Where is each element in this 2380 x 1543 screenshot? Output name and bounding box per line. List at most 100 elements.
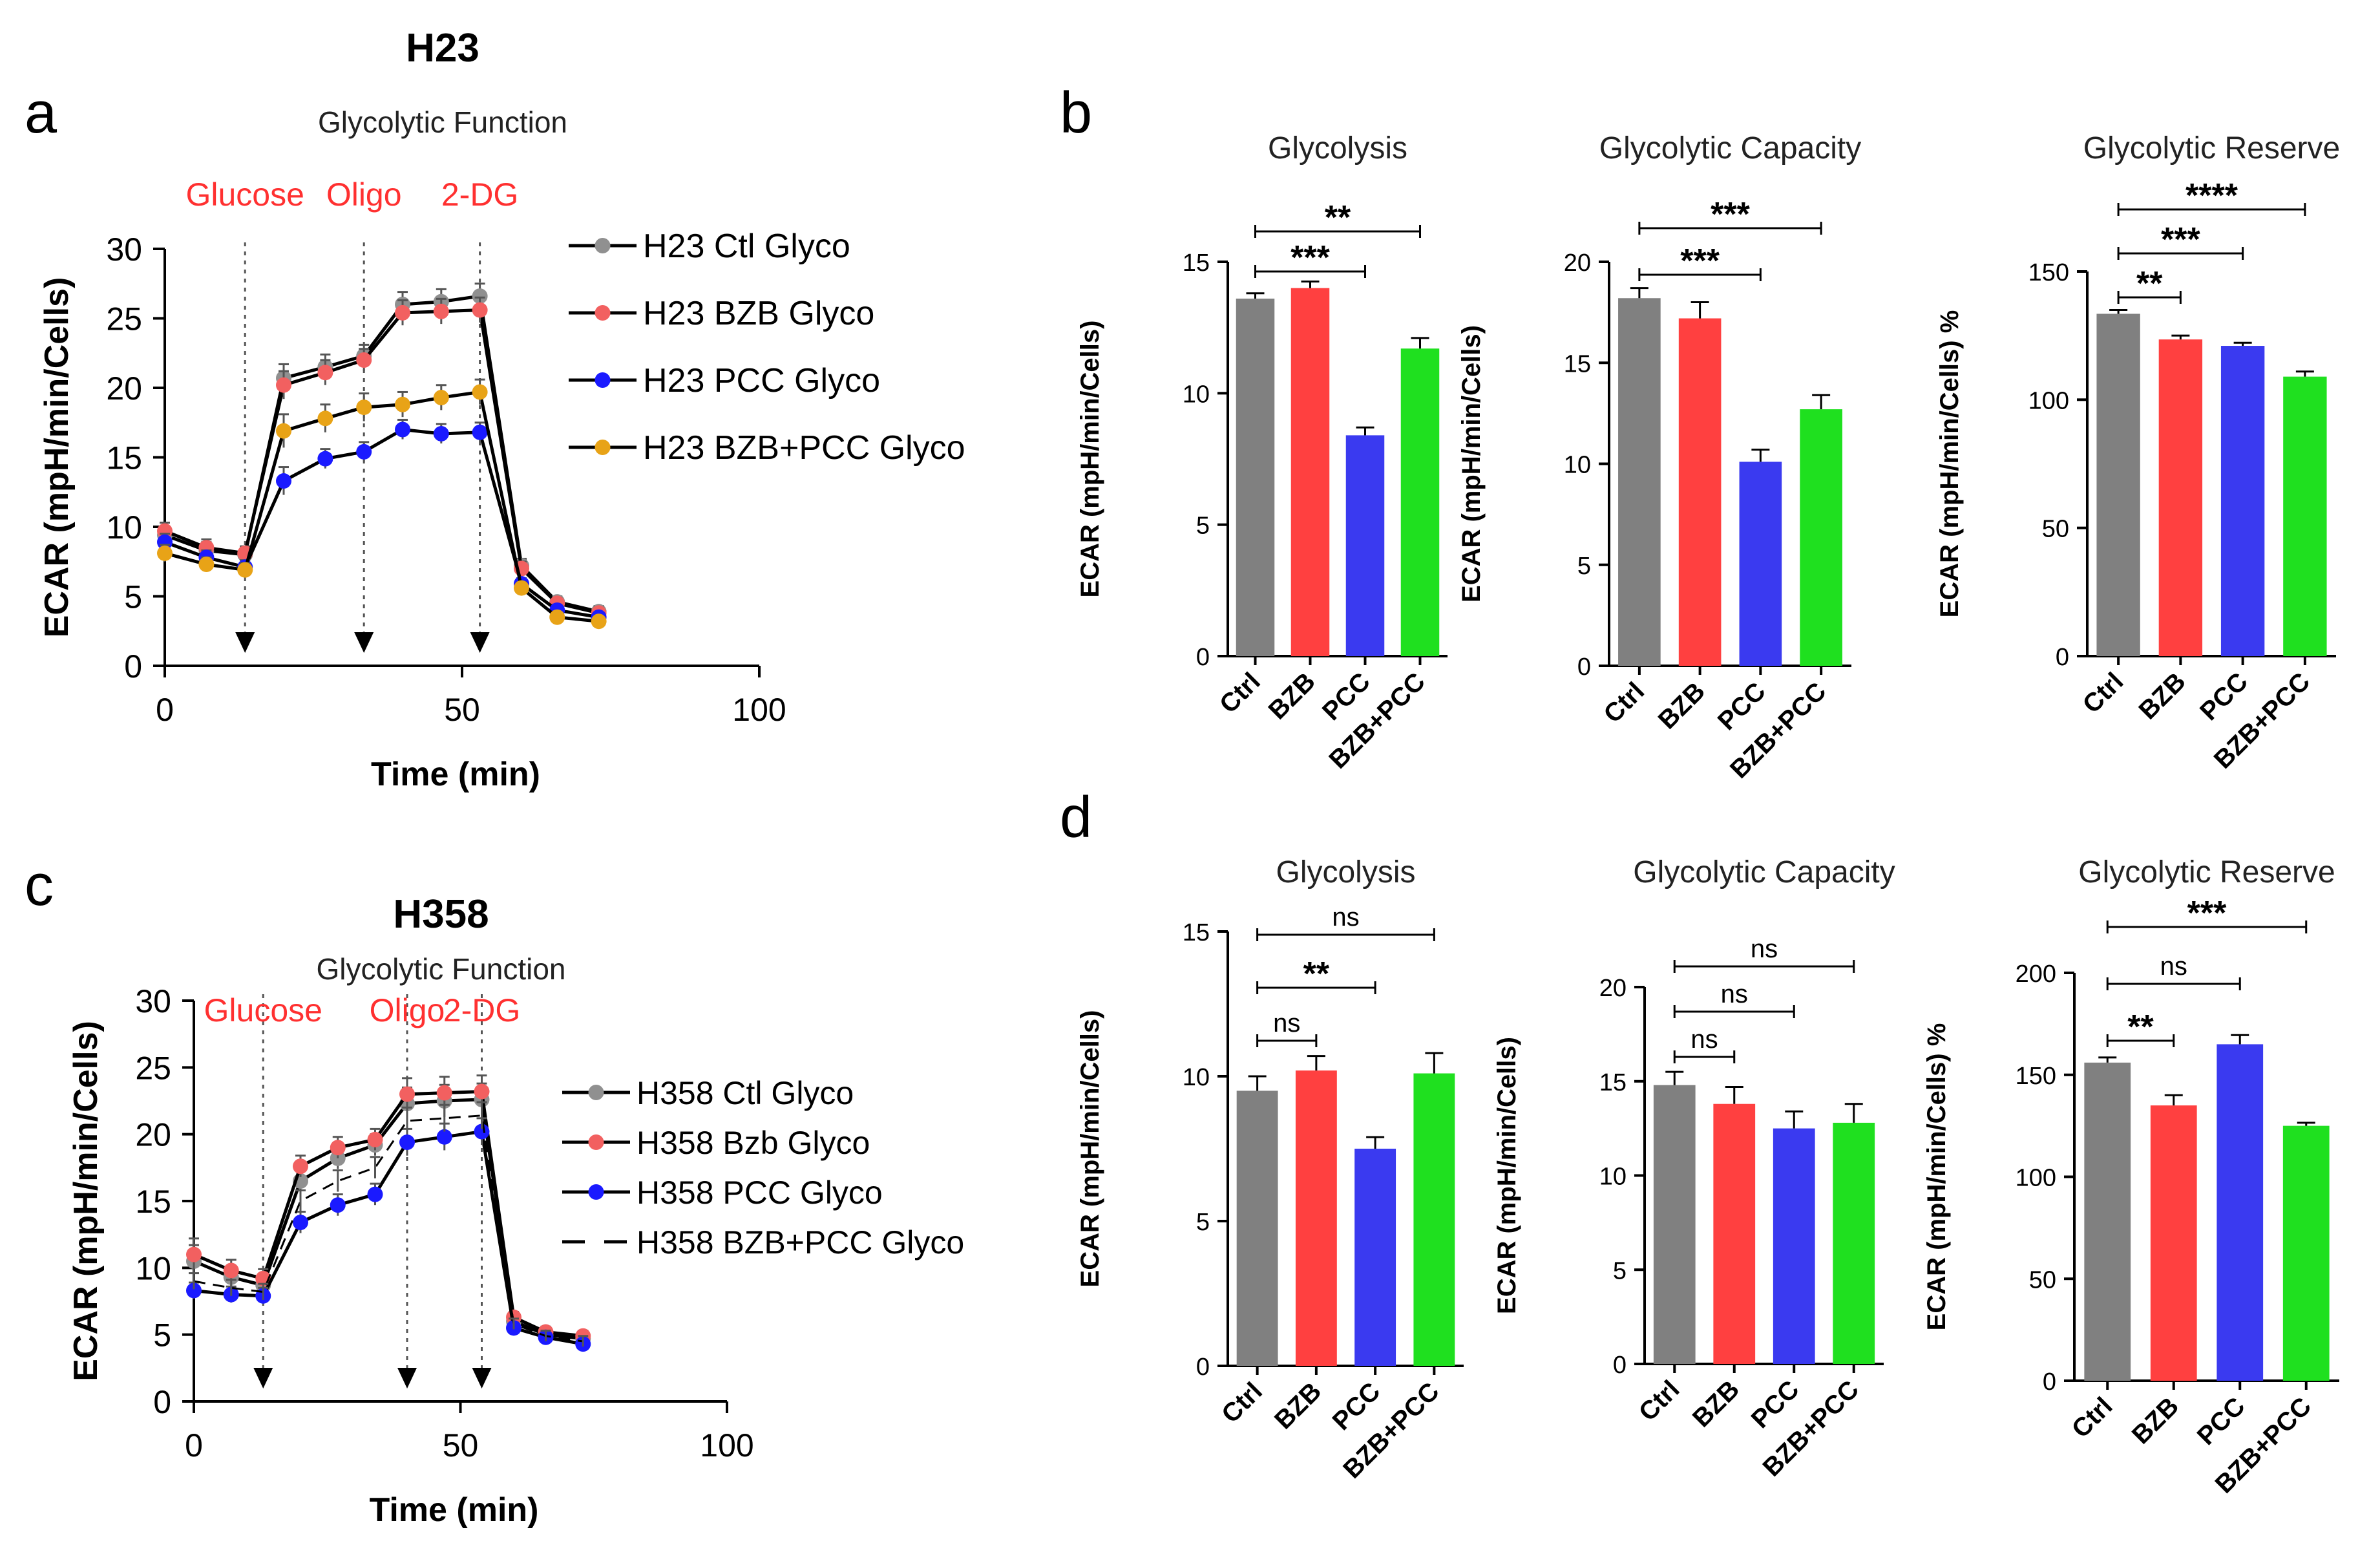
chart-subtitle: Glycolytic Function: [316, 952, 565, 986]
bar: [2150, 1105, 2197, 1381]
bar: [2096, 314, 2140, 656]
y-tick-label: 5: [1196, 1209, 1210, 1236]
bar: [1354, 1149, 1396, 1366]
y-axis-label: ECAR (mpH/min/Cells): [67, 1021, 105, 1381]
injection-label: Oligo: [370, 992, 445, 1028]
y-axis-label: ECAR (mpH/min/Cells) %: [1922, 1023, 1951, 1331]
significance-label: **: [1325, 199, 1351, 237]
y-tick-label: 50: [2029, 1266, 2056, 1293]
panel-letter: c: [25, 853, 54, 918]
bar: [1618, 298, 1661, 666]
y-tick-label: 10: [1564, 452, 1591, 479]
bar: [1400, 348, 1440, 656]
bar: [1236, 1091, 1278, 1366]
y-tick-label: 10: [1183, 1064, 1210, 1091]
y-tick-label: 5: [124, 579, 142, 615]
bar: [1295, 1070, 1337, 1366]
y-axis-label: ECAR (mpH/min/Cells): [1076, 1010, 1104, 1288]
panel-letter: b: [1060, 81, 1092, 145]
legend-marker: [595, 305, 611, 321]
data-point: [395, 421, 410, 438]
bar: [2220, 346, 2265, 656]
category-label: BZB: [1653, 677, 1711, 734]
bar: [1833, 1122, 1875, 1364]
bar-chart-b3: Glycolytic Reserve 0 50 100 150 ECAR (mpH/min…: [1935, 131, 2340, 774]
data-point: [317, 451, 333, 467]
data-point: [157, 545, 173, 561]
data-point: [474, 1123, 490, 1140]
data-point: [276, 423, 291, 439]
bar: [1739, 462, 1782, 666]
category-label: Ctrl: [2078, 667, 2129, 719]
category-label: Ctrl: [1598, 677, 1650, 729]
chart-title: Glycolysis: [1268, 131, 1407, 165]
data-point: [433, 390, 449, 406]
data-point: [356, 399, 372, 416]
x-tick-label: 0: [156, 692, 174, 728]
legend-marker: [595, 440, 611, 455]
series-line: [164, 427, 600, 619]
y-tick-label: 30: [106, 231, 142, 268]
panel-letter: d: [1060, 785, 1092, 850]
data-point: [436, 1085, 452, 1101]
bar-chart-d1: d Glycolysis 0 5 10 15 ECAR (mpH/min/Cells) Ctr…: [1060, 785, 1464, 1484]
bar-chart-d2: Glycolytic Capacity 0 5 10 15 20 ECAR (mpH/min…: [1493, 855, 1895, 1482]
bar: [2158, 339, 2203, 656]
y-tick-label: 30: [135, 983, 171, 1019]
category-label: BZB: [2133, 667, 2191, 725]
data-point: [395, 304, 410, 321]
data-point: [186, 1282, 202, 1299]
series-line: [193, 1129, 584, 1346]
x-axis-label: Time (min): [371, 756, 540, 793]
y-tick-label: 5: [1196, 513, 1210, 540]
y-tick-label: 0: [1196, 644, 1210, 671]
legend-marker: [588, 1085, 604, 1100]
data-point: [474, 1083, 490, 1100]
y-tick-label: 150: [2016, 1063, 2056, 1090]
legend-label: H23 Ctl Glyco: [643, 228, 850, 265]
data-point: [549, 609, 565, 625]
data-point: [433, 303, 449, 319]
data-point: [276, 473, 291, 489]
data-point: [367, 1186, 383, 1202]
chart-title: Glycolytic Reserve: [2078, 855, 2335, 889]
legend-label: H358 BZB+PCC Glyco: [637, 1224, 964, 1261]
significance-label: ***: [2161, 221, 2200, 259]
y-tick-label: 0: [1613, 1352, 1627, 1379]
bar: [2084, 1062, 2131, 1381]
data-point: [317, 365, 333, 381]
y-tick-label: 10: [1599, 1164, 1627, 1191]
bar: [1345, 435, 1385, 656]
data-point: [198, 557, 215, 573]
data-point: [472, 302, 488, 318]
bar-chart-d3: Glycolytic Reserve 0 50 100 150 200 ECAR (mpH/…: [1922, 855, 2339, 1499]
significance-label: ns: [1690, 1025, 1718, 1054]
y-tick-label: 0: [1577, 654, 1591, 681]
y-tick-label: 5: [153, 1317, 171, 1354]
y-tick-label: 25: [106, 301, 142, 337]
bar-chart-b1: b Glycolysis 0 5 10 15 ECAR (mpH/min/Cells) Ctr…: [1060, 81, 1448, 774]
category-label: BZB: [1269, 1377, 1327, 1434]
legend-label: H23 BZB Glyco: [643, 295, 874, 332]
y-tick-label: 200: [2016, 961, 2056, 988]
significance-label: ns: [1332, 903, 1359, 931]
data-point: [367, 1131, 383, 1147]
chart-subtitle: Glycolytic Function: [318, 105, 567, 139]
y-axis-label: ECAR (mpH/min/Cells): [38, 277, 76, 638]
data-point: [399, 1134, 415, 1151]
category-label: BZB: [1263, 667, 1321, 725]
data-point: [356, 443, 372, 460]
bar: [2283, 376, 2327, 656]
bar: [1800, 409, 1842, 666]
injection-arrow: [253, 1368, 273, 1389]
y-tick-label: 20: [1564, 250, 1591, 277]
y-tick-label: 0: [124, 648, 142, 685]
y-tick-label: 15: [106, 440, 142, 476]
chart-title: Glycolytic Reserve: [2083, 131, 2340, 165]
y-axis-label: ECAR (mpH/min/Cells) %: [1935, 310, 1964, 618]
series-3: H23 BZB+PCC Glyco: [157, 378, 965, 630]
y-axis-label: ECAR (mpH/min/Cells): [1457, 325, 1486, 602]
bar: [1413, 1073, 1455, 1366]
y-tick-label: 0: [1196, 1354, 1210, 1381]
